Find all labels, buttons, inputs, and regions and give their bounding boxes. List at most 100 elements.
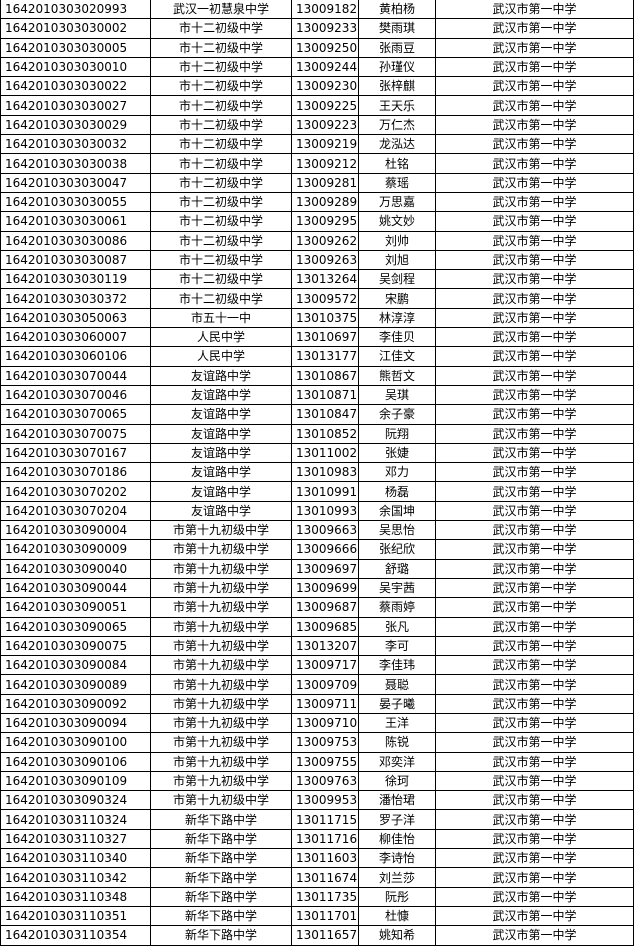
student-id-cell: 1642010303090044 [0,577,151,599]
student-id-cell: 1642010303090094 [0,712,151,734]
student-id-cell: 1642010303030022 [0,76,151,97]
exam-number-cell: 13010991 [291,481,359,502]
student-name-cell: 吴思怡 [358,520,436,541]
junior-school-cell: 新华下路中学 [150,809,292,830]
student-id-cell: 1642010303090109 [0,770,151,792]
student-name-cell: 张纪欣 [358,539,436,560]
admitted-school-cell: 武汉市第一中学 [435,886,634,907]
junior-school-cell: 市十二初级中学 [150,153,292,174]
exam-number-cell: 13009711 [291,693,359,714]
admitted-school-cell: 武汉市第一中学 [435,809,634,830]
junior-school-cell: 市十二初级中学 [150,114,292,136]
junior-school-cell: 市第十九初级中学 [150,693,292,714]
junior-school-cell: 市十二初级中学 [150,134,292,155]
junior-school-cell: 武汉一初慧泉中学 [150,0,292,20]
exam-number-cell: 13009295 [291,211,359,232]
admitted-school-cell: 武汉市第一中学 [435,442,634,464]
admitted-school-cell: 武汉市第一中学 [435,230,634,251]
admitted-school-cell: 武汉市第一中学 [435,616,634,637]
student-name-cell: 刘帅 [358,230,436,251]
student-id-cell: 1642010303030032 [0,134,151,155]
junior-school-cell: 友谊路中学 [150,462,292,483]
student-id-cell: 1642010303030372 [0,288,151,309]
student-name-cell: 杜铭 [358,153,436,174]
student-id-cell: 1642010303090324 [0,790,151,811]
admitted-school-cell: 武汉市第一中学 [435,905,634,927]
exam-number-cell: 13009219 [291,134,359,155]
student-name-cell: 蔡雨婷 [358,597,436,618]
table-row: 1642010303030027 市十二初级中学 13009225 王天乐 武汉市第一中… [0,95,634,116]
student-name-cell: 杜慷 [358,905,436,927]
student-id-cell: 1642010303050063 [0,307,151,329]
table-row: 1642010303070075 友谊路中学 13010852 阮翔 武汉市第一中学 [0,423,634,444]
student-id-cell: 1642010303070167 [0,442,151,464]
admitted-school-cell: 武汉市第一中学 [435,327,634,348]
admitted-school-cell: 武汉市第一中学 [435,134,634,155]
table-row: 1642010303090094 市第十九初级中学 13009710 王洋 武汉市第一中… [0,712,634,734]
junior-school-cell: 市十二初级中学 [150,18,292,39]
student-id-cell: 1642010303030010 [0,56,151,78]
student-name-cell: 阮彤 [358,886,436,907]
student-name-cell: 邓力 [358,462,436,483]
student-id-cell: 1642010303030047 [0,172,151,193]
table-row: 1642010303090100 市第十九初级中学 13009753 陈锐 武汉市第一中… [0,732,634,753]
admitted-school-cell: 武汉市第一中学 [435,539,634,560]
admitted-school-cell: 武汉市第一中学 [435,655,634,676]
junior-school-cell: 市第十九初级中学 [150,558,292,579]
admitted-school-cell: 武汉市第一中学 [435,462,634,483]
table-row: 1642010303070065 友谊路中学 13010847 余子豪 武汉市第一中学 [0,404,634,425]
junior-school-cell: 友谊路中学 [150,442,292,464]
table-row: 1642010303070044 友谊路中学 13010867 熊哲文 武汉市第一中学 [0,365,634,386]
junior-school-cell: 市十二初级中学 [150,56,292,78]
student-id-cell: 1642010303060106 [0,346,151,367]
student-name-cell: 张凡 [358,616,436,637]
table-row: 1642010303090065 市第十九初级中学 13009685 张凡 武汉市第一中… [0,616,634,637]
junior-school-cell: 新华下路中学 [150,848,292,869]
exam-number-cell: 13010375 [291,307,359,329]
student-id-cell: 1642010303090051 [0,597,151,618]
table-row: 1642010303110348 新华下路中学 13011735 阮彤 武汉市第一中学 [0,886,634,907]
exam-number-cell: 13011603 [291,848,359,869]
exam-number-cell: 13010852 [291,423,359,444]
student-id-cell: 1642010303110324 [0,809,151,830]
table-row: 1642010303030372 市十二初级中学 13009572 宋鹏 武汉市第一中学 [0,288,634,309]
table-row: 1642010303030047 市十二初级中学 13009281 蔡瑶 武汉市第一中学 [0,172,634,193]
admitted-school-cell: 武汉市第一中学 [435,365,634,386]
admitted-school-cell: 武汉市第一中学 [435,114,634,136]
student-id-cell: 1642010303090075 [0,635,151,657]
student-id-cell: 1642010303110351 [0,905,151,927]
junior-school-cell: 友谊路中学 [150,481,292,502]
exam-number-cell: 13009753 [291,732,359,753]
junior-school-cell: 市十二初级中学 [150,211,292,232]
student-name-cell: 李佳玮 [358,655,436,676]
admitted-school-cell: 武汉市第一中学 [435,790,634,811]
student-name-cell: 李佳贝 [358,327,436,348]
admitted-school-cell: 武汉市第一中学 [435,56,634,78]
exam-number-cell: 13010983 [291,462,359,483]
admitted-school-cell: 武汉市第一中学 [435,635,634,657]
table-row: 1642010303090040 市第十九初级中学 13009697 舒璐 武汉市第一中… [0,558,634,579]
table-row: 1642010303050063 市五十一中 13010375 林淳淳 武汉市第一中学 [0,307,634,329]
table-row: 1642010303090324 市第十九初级中学 13009953 潘怡珺 武汉市第一… [0,790,634,811]
student-name-cell: 江佳文 [358,346,436,367]
junior-school-cell: 市十二初级中学 [150,269,292,290]
student-id-cell: 1642010303090004 [0,520,151,541]
table-row: 1642010303030005 市十二初级中学 13009250 张雨豆 武汉市第一中… [0,37,634,58]
student-id-cell: 1642010303030119 [0,269,151,290]
student-id-cell: 1642010303030086 [0,230,151,251]
junior-school-cell: 人民中学 [150,346,292,367]
exam-number-cell: 13009223 [291,114,359,136]
admitted-school-cell: 武汉市第一中学 [435,346,634,367]
student-id-cell: 1642010303070065 [0,404,151,425]
table-row: 1642010303070186 友谊路中学 13010983 邓力 武汉市第一中学 [0,462,634,483]
junior-school-cell: 新华下路中学 [150,867,292,888]
student-id-cell: 1642010303030038 [0,153,151,174]
student-id-cell: 1642010303030061 [0,211,151,232]
admitted-school-cell: 武汉市第一中学 [435,481,634,502]
table-row: 1642010303030086 市十二初级中学 13009262 刘帅 武汉市第一中学 [0,230,634,251]
exam-number-cell: 13009663 [291,520,359,541]
admitted-school-cell: 武汉市第一中学 [435,211,634,232]
student-id-cell: 1642010303090065 [0,616,151,637]
student-id-cell: 1642010303030005 [0,37,151,58]
